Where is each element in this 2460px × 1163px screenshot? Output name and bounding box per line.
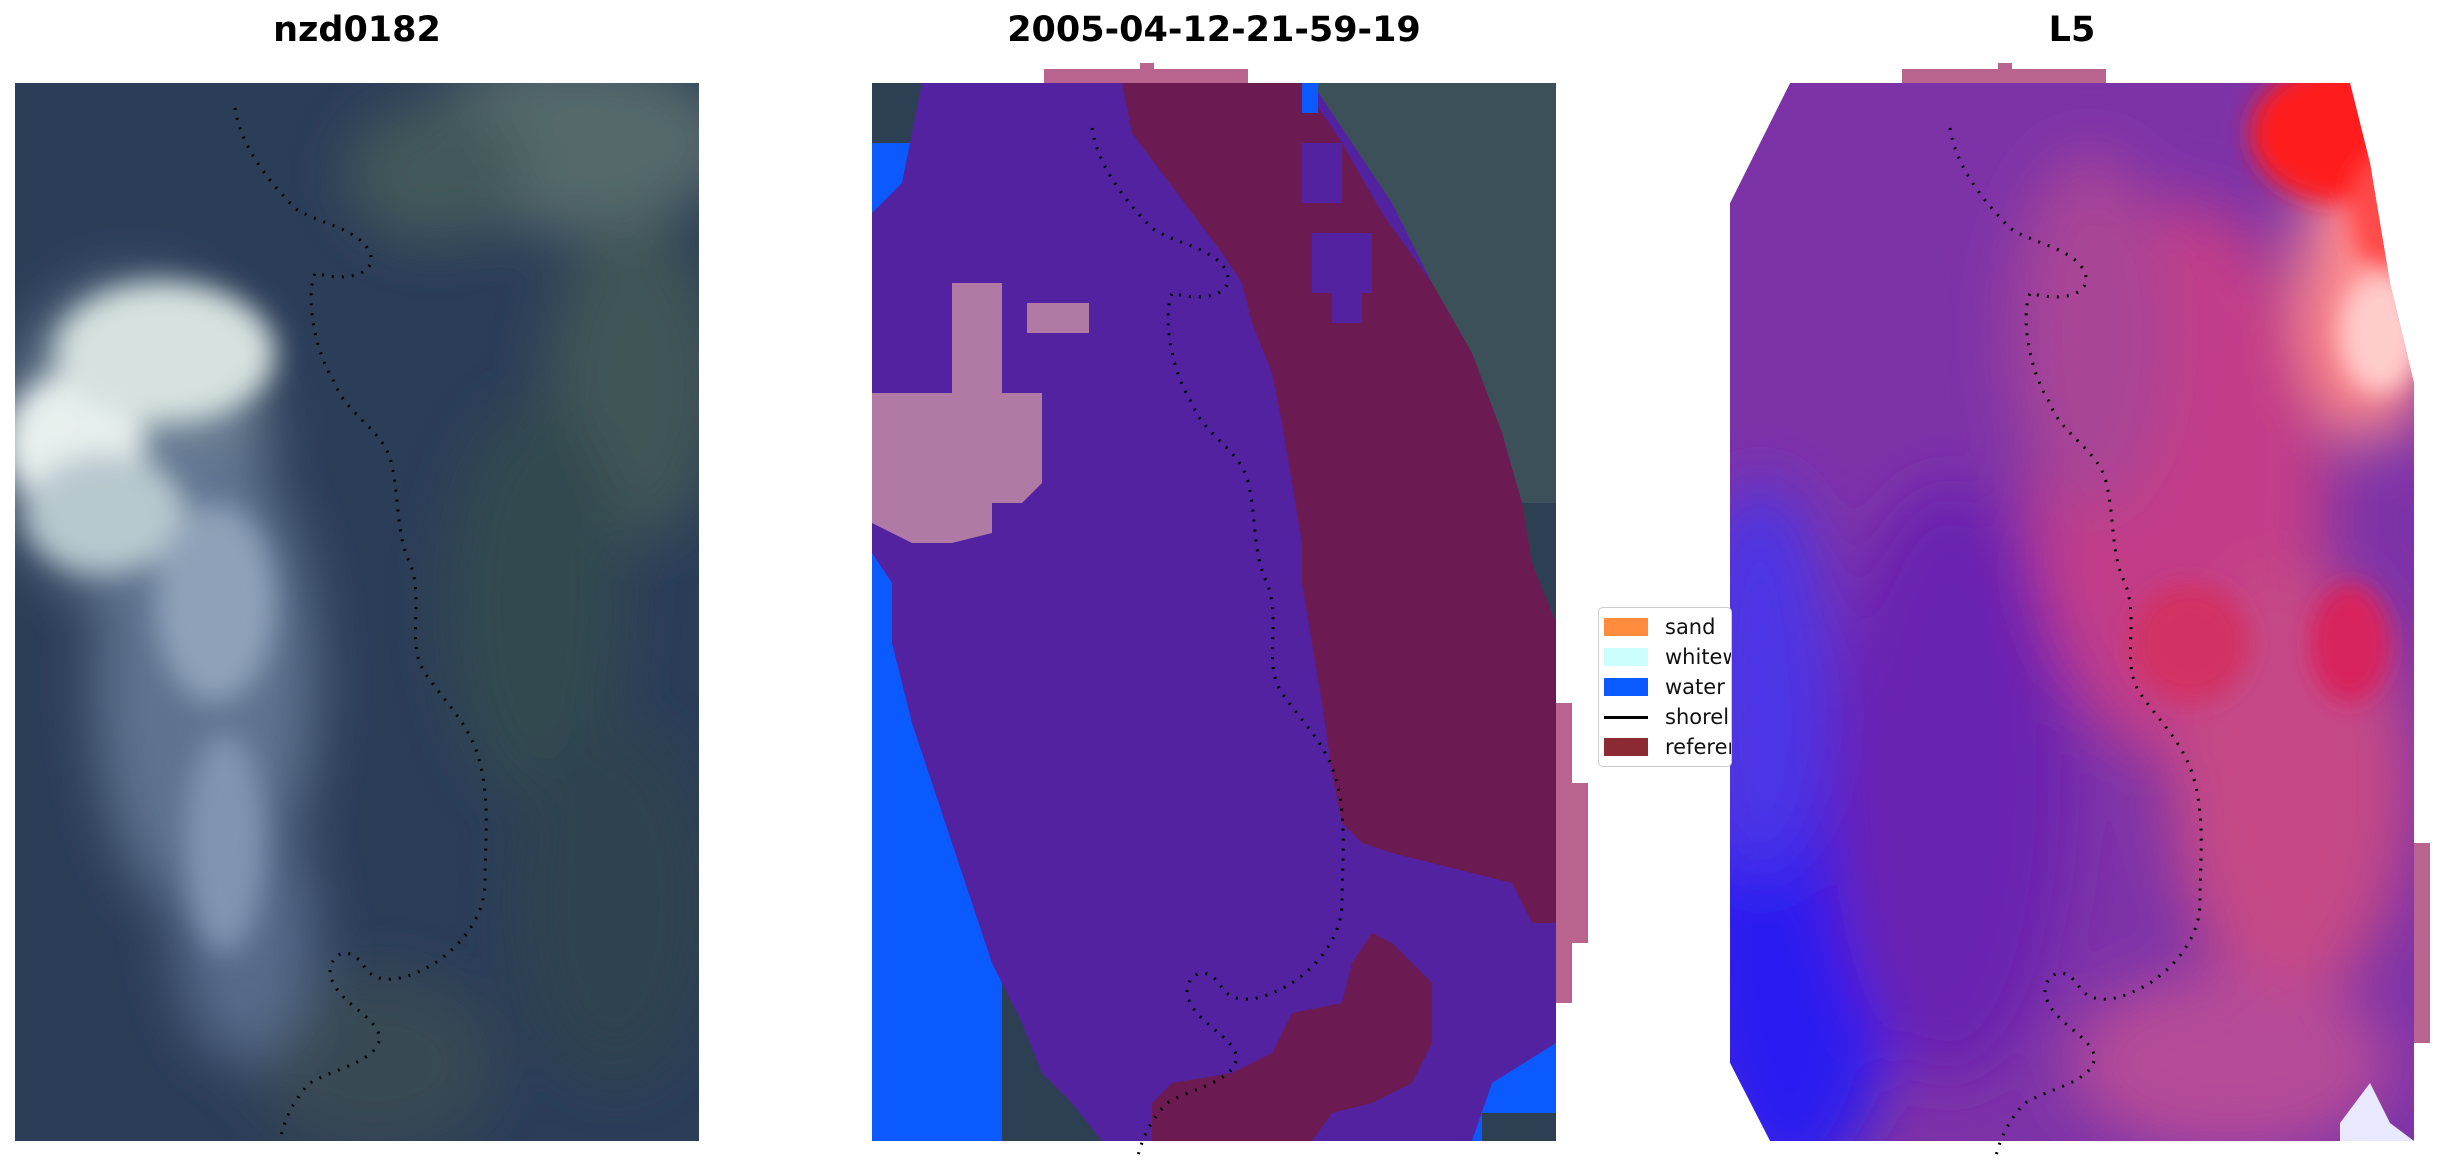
legend-label: referer	[1665, 735, 1732, 759]
title-classification: 2005-04-12-21-59-19	[1007, 10, 1421, 50]
title-index: L5	[2048, 10, 2096, 50]
legend-line	[1604, 716, 1648, 719]
legend-swatch	[1604, 648, 1648, 666]
classification-panel	[872, 63, 1588, 1162]
index-panel	[1730, 63, 2430, 1162]
legend-label: sand	[1665, 615, 1716, 639]
legend-item-reference: referer	[1599, 730, 1732, 760]
legend-item-shoreline: shorel	[1599, 700, 1731, 730]
satellite-image	[15, 83, 699, 1141]
legend-swatch	[1604, 618, 1648, 636]
index-heatmap	[1730, 63, 2430, 1162]
legend-item-water: water	[1599, 670, 1731, 700]
legend-swatch	[1604, 738, 1648, 756]
legend-label: shorel	[1665, 705, 1730, 729]
title-satellite: nzd0182	[273, 10, 441, 50]
legend-label: water	[1665, 675, 1725, 699]
satellite-image-panel	[15, 83, 699, 1141]
classification-map	[872, 63, 1588, 1162]
legend-item-sand: sand	[1599, 610, 1731, 640]
legend-swatch	[1604, 678, 1648, 696]
